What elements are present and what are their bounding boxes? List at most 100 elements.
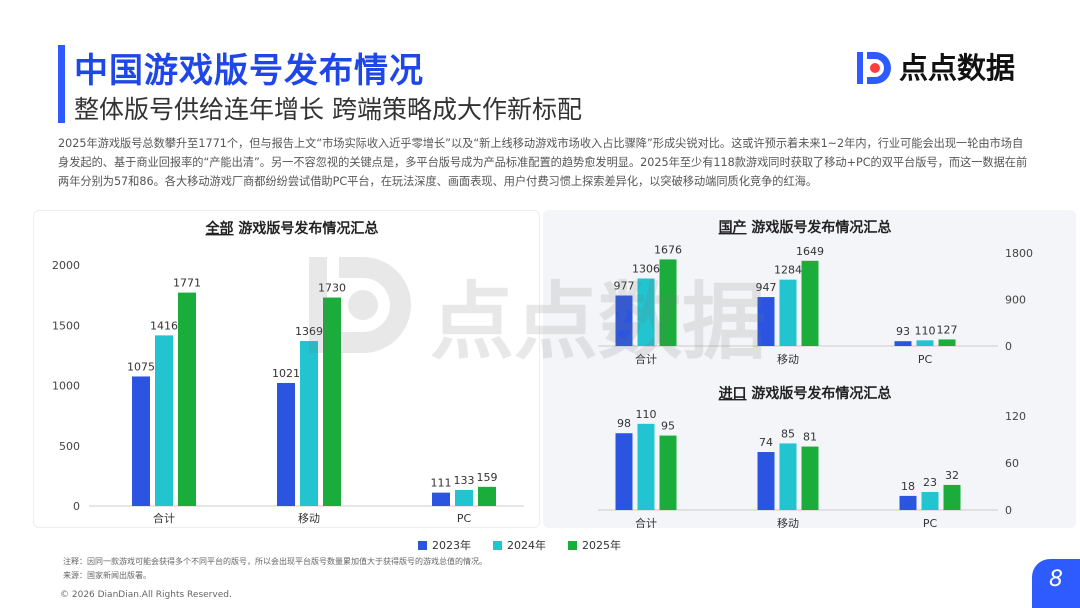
domestic-category-label-pc: PC [918,353,933,366]
domestic-value-label-total-2025: 1676 [654,243,682,256]
domestic-y-tick-0: 0 [1005,340,1012,353]
page-subtitle: 整体版号供给连年增长 跨端策略成大作新标配 [74,95,582,124]
domestic-value-label-mobile-2024: 1284 [774,264,802,277]
import-chart-title: 进口 游戏版号发布情况汇总 [719,385,892,402]
domestic-value-label-total-2023: 977 [614,280,635,293]
all-y-tick-1000: 1000 [52,380,80,393]
domestic-bar-total-2023 [615,295,633,346]
footnote: 注释：因同一款游戏可能会获得多个不同平台的版号，所以会出现平台版号数量累加值大于… [63,555,487,583]
all-y-tick-0: 0 [73,500,80,513]
domestic-category-label-mobile: 移动 [777,353,799,366]
brand-name: 点点数据 [899,51,1016,85]
all-bar-total-2025 [178,292,196,506]
import-y-tick-0: 0 [1005,504,1012,517]
page-number-badge: 8 [1032,559,1080,608]
all-value-label-pc-2024: 133 [454,474,475,487]
import-category-label-pc: PC [923,517,938,528]
domestic-value-label-mobile-2023: 947 [756,281,777,294]
domestic-value-label-pc-2024: 110 [915,324,936,337]
all-chart-title-rest: 游戏版号发布情况汇总 [234,220,379,237]
import-bar-pc-2023 [899,495,917,510]
domestic-bar-mobile-2024 [779,279,797,346]
import-value-label-total-2024: 110 [636,408,657,421]
all-chart-title: 全部 游戏版号发布情况汇总 [205,220,379,237]
all-y-tick-2000: 2000 [52,259,80,272]
import-bar-mobile-2023 [757,452,775,510]
all-y-tick-1500: 1500 [52,319,80,332]
page-title: 中国游戏版号发布情况 [74,51,424,91]
domestic-bar-mobile-2023 [757,297,775,346]
import-value-label-total-2025: 95 [661,420,675,433]
all-category-label-mobile: 移动 [298,512,320,525]
legend-label-2024: 2024年 [507,539,546,552]
domestic-bar-pc-2025 [938,339,956,346]
legend-label-2023: 2023年 [432,539,471,552]
all-y-tick-500: 500 [59,440,80,453]
all-bar-pc-2025 [478,486,496,506]
import-value-label-pc-2024: 23 [923,476,937,489]
domestic-y-tick-900: 900 [1005,294,1026,307]
import-category-label-mobile: 移动 [777,517,799,528]
legend-swatch-2023 [418,540,427,550]
domestic-value-label-mobile-2025: 1649 [796,245,824,258]
bar-chart-all: 全部 游戏版号发布情况汇总 0 500 1000 1500 2000 1075 1416 177… [52,220,524,525]
page-number: 8 [1049,567,1063,592]
domestic-chart-title: 国产 游戏版号发布情况汇总 [719,219,892,236]
legend-item-2023: 2023年 [418,537,471,553]
import-value-label-mobile-2024: 85 [781,427,795,440]
domestic-y-tick-1800: 1800 [1005,247,1033,260]
import-value-label-mobile-2025: 81 [803,431,817,444]
all-value-label-total-2023: 1075 [127,360,155,373]
all-bar-mobile-2025 [323,297,341,506]
chart-panel-all: 全部 游戏版号发布情况汇总 0 500 1000 1500 2000 1075 1416 177… [33,210,540,528]
bar-chart-domestic: 国产 游戏版号发布情况汇总 0 900 1800 977 1306 1676 合计 947 128… [598,219,1033,366]
import-bar-pc-2025 [943,484,961,510]
legend-label-2025: 2025年 [582,539,621,552]
import-category-label-total: 合计 [635,516,657,528]
legend-item-2025: 2025年 [568,537,621,553]
domestic-chart-title-prefix: 国产 [719,219,747,236]
import-chart-title-prefix: 进口 [719,386,747,402]
all-bar-total-2023 [132,376,150,506]
footnote-source: 来源：国家新闻出版署。 [63,571,151,580]
all-value-label-pc-2025: 159 [477,471,498,484]
domestic-bar-total-2025 [659,259,677,346]
import-bar-total-2023 [615,433,633,510]
bar-chart-import: 进口 游戏版号发布情况汇总 0 60 120 98 110 95 合计 74 85 81 移动 18 23… [598,385,1026,528]
domestic-bar-pc-2023 [894,341,912,346]
all-value-label-mobile-2023: 1021 [272,367,300,380]
diandian-logo-icon [857,52,891,84]
all-bar-pc-2023 [432,492,450,506]
chart-panel-domestic-import: 国产 游戏版号发布情况汇总 0 900 1800 977 1306 1676 合计 947 128… [543,210,1076,528]
import-chart-title-rest: 游戏版号发布情况汇总 [747,385,892,402]
import-value-label-pc-2025: 32 [945,469,959,482]
import-bar-mobile-2024 [779,443,797,510]
import-value-label-pc-2023: 18 [901,480,915,493]
import-bar-total-2025 [659,435,677,510]
domestic-value-label-pc-2025: 127 [937,323,958,336]
all-bar-mobile-2024 [300,341,318,506]
domestic-value-label-pc-2023: 93 [896,325,910,338]
legend-item-2024: 2024年 [493,537,546,553]
all-value-label-pc-2023: 111 [431,477,452,490]
all-value-label-mobile-2025: 1730 [318,282,346,295]
domestic-category-label-total: 合计 [635,352,657,366]
domestic-bar-total-2024 [637,278,655,346]
all-bar-pc-2024 [455,489,473,506]
domestic-value-label-total-2024: 1306 [632,263,660,276]
all-value-label-total-2024: 1416 [150,319,178,332]
all-category-label-pc: PC [457,512,472,525]
all-value-label-total-2025: 1771 [173,277,201,290]
all-bar-mobile-2023 [277,382,295,506]
domestic-bar-mobile-2025 [801,260,819,346]
chart-legend: 2023年 2024年 2025年 [418,537,621,553]
domestic-chart-title-rest: 游戏版号发布情况汇总 [747,219,892,236]
import-y-tick-60: 60 [1005,457,1019,470]
domestic-bar-pc-2024 [916,340,934,346]
title-accent-bar [58,45,65,123]
import-bar-mobile-2025 [801,446,819,510]
footnote-note: 注释：因同一款游戏可能会获得多个不同平台的版号，所以会出现平台版号数量累加值大于… [63,557,487,566]
all-bar-total-2024 [155,335,173,506]
import-bar-pc-2024 [921,491,939,510]
brand-logo: 点点数据 [855,48,1045,88]
